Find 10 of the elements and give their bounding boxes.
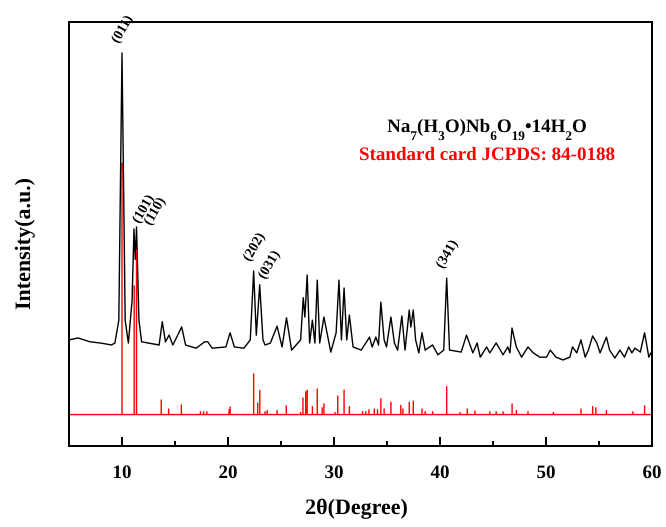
text: Na$_{7}$(H$_{3}$O)Nb$_{6}$O$_{19}$•14H$_{2}$O [387, 116, 587, 142]
x-tick-label: 20 [218, 462, 238, 483]
x-axis-title: 2θ(Degree) [305, 494, 408, 519]
y-axis-title: Intensity(a.u.) [10, 178, 35, 310]
x-tick-label: 50 [536, 462, 556, 483]
x-tick-label: 40 [430, 462, 450, 483]
x-tick-label: 60 [642, 462, 662, 483]
x-tick-label: 30 [324, 462, 344, 483]
text: Standard card JCPDS: 84-0188 [359, 144, 615, 165]
x-tick-label: 10 [112, 462, 132, 483]
